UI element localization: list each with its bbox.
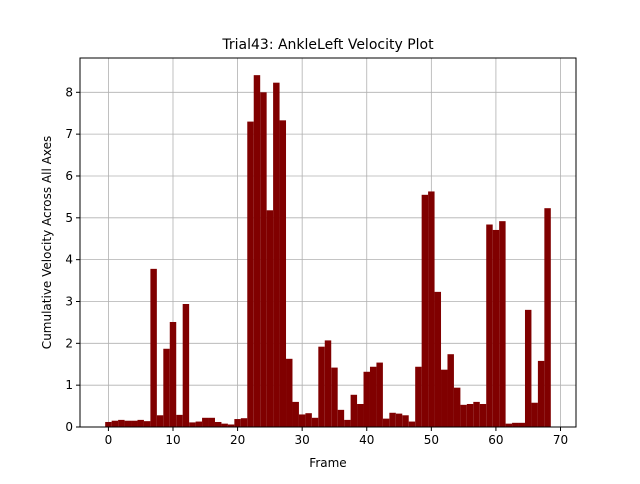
y-tick-label: 8 xyxy=(65,85,73,99)
bar xyxy=(227,424,235,427)
bar xyxy=(434,291,442,427)
bar xyxy=(124,420,132,427)
bar xyxy=(208,417,215,427)
bar xyxy=(105,421,112,427)
bar xyxy=(421,194,429,427)
bar xyxy=(369,366,377,427)
bar xyxy=(273,82,280,428)
bar xyxy=(214,421,222,427)
bar xyxy=(331,367,338,427)
bar xyxy=(221,423,228,427)
x-tick-label: 10 xyxy=(165,433,180,447)
y-tick-label: 2 xyxy=(65,336,73,350)
x-tick-label: 50 xyxy=(424,433,439,447)
x-tick-label: 70 xyxy=(553,433,568,447)
bar xyxy=(428,191,435,427)
bar xyxy=(318,346,325,427)
x-axis-label: Frame xyxy=(309,456,346,470)
bar xyxy=(382,418,390,427)
bar xyxy=(441,369,448,427)
bar xyxy=(492,229,500,427)
bar xyxy=(518,422,525,427)
bar xyxy=(234,419,241,427)
bar xyxy=(408,421,416,427)
bar xyxy=(195,421,203,427)
axis-ticks: 0 10 20 30 40 50 60 70 0 1 2 3 4 5 6 7 8 xyxy=(65,85,568,447)
bar xyxy=(402,415,409,427)
bar xyxy=(512,422,519,427)
bar xyxy=(460,404,467,427)
bar xyxy=(499,221,506,427)
bar xyxy=(118,419,125,427)
y-tick-label: 3 xyxy=(65,294,73,308)
bar xyxy=(324,340,332,427)
bar xyxy=(240,418,248,427)
bar xyxy=(176,414,183,427)
bar xyxy=(376,362,383,427)
y-tick-label: 6 xyxy=(65,169,73,183)
bar xyxy=(150,268,157,427)
bar xyxy=(537,360,545,427)
bar xyxy=(447,354,454,427)
bar xyxy=(137,419,144,427)
bar xyxy=(131,420,138,427)
bar xyxy=(266,210,274,427)
x-tick-label: 0 xyxy=(105,433,113,447)
bar xyxy=(505,423,513,427)
bar xyxy=(544,208,551,427)
bar xyxy=(189,422,196,427)
bar xyxy=(466,403,474,427)
bar xyxy=(524,309,532,427)
bar xyxy=(395,413,403,427)
bar xyxy=(531,402,538,427)
x-tick-label: 30 xyxy=(295,433,310,447)
bar xyxy=(389,412,396,427)
y-tick-label: 5 xyxy=(65,211,73,225)
x-tick-label: 60 xyxy=(488,433,503,447)
y-axis-label: Cumulative Velocity Across All Axes xyxy=(40,136,54,349)
bar xyxy=(453,387,461,427)
bar xyxy=(486,224,493,427)
bar xyxy=(292,401,299,427)
bar xyxy=(311,417,319,427)
bar xyxy=(169,321,177,427)
bar xyxy=(182,304,190,427)
bar xyxy=(473,401,480,427)
bar xyxy=(156,415,164,427)
bar xyxy=(247,121,254,428)
bar xyxy=(286,358,293,427)
bar xyxy=(279,120,287,427)
bar xyxy=(357,403,364,427)
bar xyxy=(202,417,209,427)
bar xyxy=(305,413,312,427)
bar xyxy=(253,75,261,427)
plot-area-frame xyxy=(79,57,577,428)
x-tick-label: 40 xyxy=(359,433,374,447)
bar xyxy=(163,348,170,427)
bar xyxy=(344,419,351,427)
bar-series xyxy=(105,75,551,428)
bar xyxy=(350,394,358,427)
chart-title: Trial43: AnkleLeft Velocity Plot xyxy=(221,37,434,53)
bar xyxy=(298,414,306,427)
bar xyxy=(337,409,345,427)
bar xyxy=(363,371,370,427)
bar xyxy=(143,421,151,427)
y-tick-label: 4 xyxy=(65,253,73,267)
bar xyxy=(479,403,487,427)
bar xyxy=(260,92,267,427)
y-tick-label: 7 xyxy=(65,127,73,141)
x-tick-label: 20 xyxy=(230,433,245,447)
y-tick-label: 1 xyxy=(65,378,73,392)
bar xyxy=(111,420,119,427)
bar xyxy=(415,366,422,427)
y-tick-label: 0 xyxy=(65,420,73,434)
